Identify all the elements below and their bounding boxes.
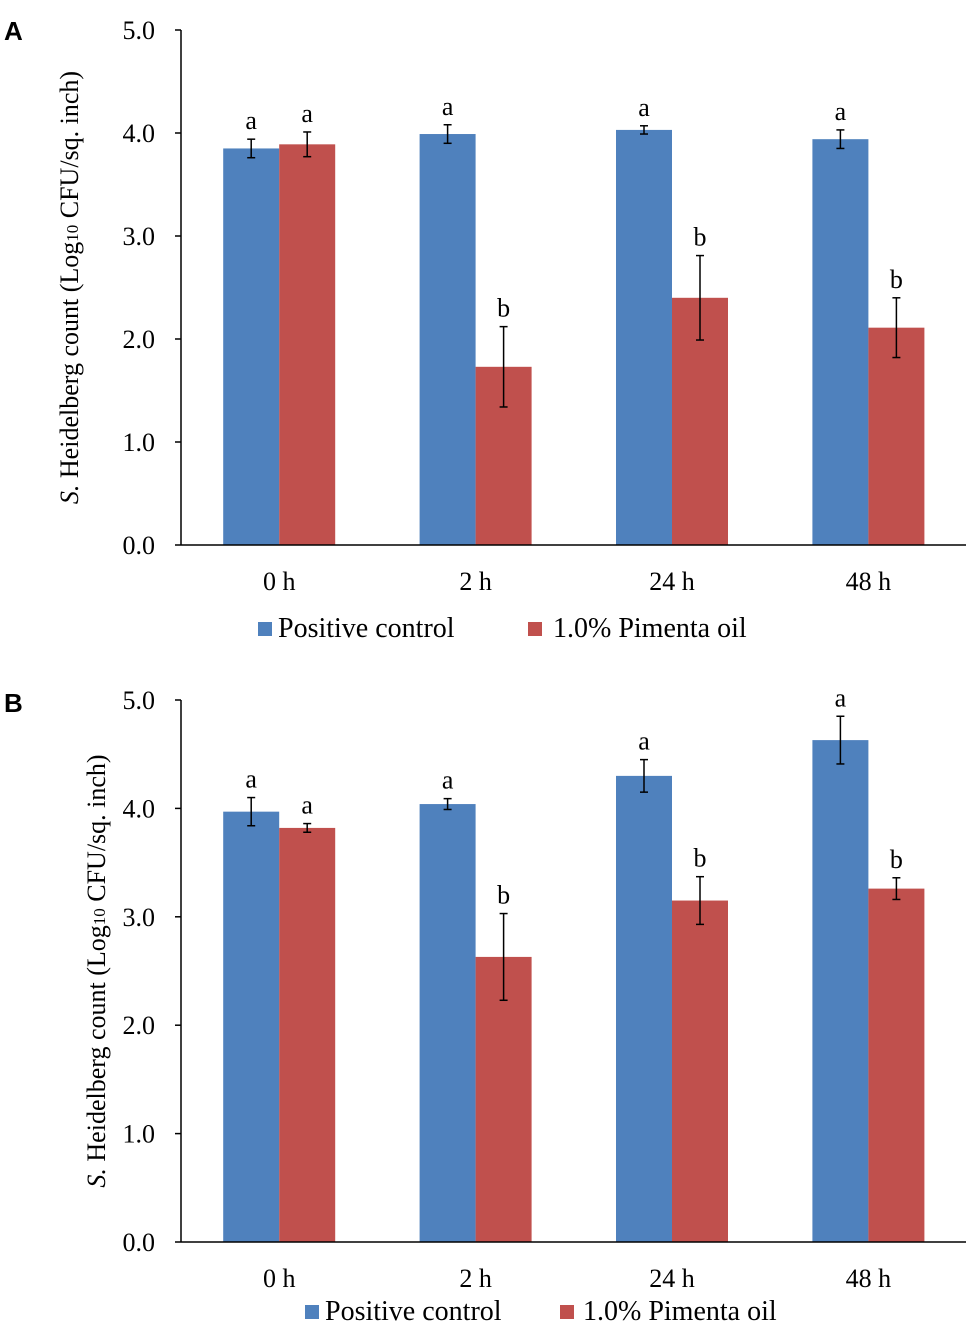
y-axis-label-italic: S. — [55, 485, 84, 505]
bar — [812, 740, 869, 1242]
panel-label: B — [4, 688, 23, 718]
y-tick-label: 5.0 — [123, 16, 156, 45]
legend-label: 1.0% Pimenta oil — [583, 1296, 777, 1327]
y-tick-label: 1.0 — [123, 428, 156, 457]
significance-letter: b — [694, 844, 707, 873]
bar — [223, 148, 280, 545]
significance-letter: a — [245, 106, 257, 135]
chart-panel-b: B 0.0 1.0 2.0 3.0 4.0 5.0 S. Heidelberg count (… — [4, 683, 966, 1327]
bar — [616, 129, 672, 545]
bar — [672, 900, 728, 1242]
y-axis-label: S. Heidelberg count (Log10 CFU/sq. inch) — [82, 754, 111, 1187]
significance-letter: a — [442, 766, 454, 795]
y-tick-label: 4.0 — [123, 119, 156, 148]
bar — [868, 327, 925, 545]
x-tick-label: 2 h — [459, 1264, 492, 1293]
significance-letter: a — [638, 727, 650, 756]
y-tick-label: 0.0 — [123, 531, 156, 560]
x-tick-label: 0 h — [263, 1264, 296, 1293]
y-tick-label: 0.0 — [123, 1228, 156, 1257]
legend-label: 1.0% Pimenta oil — [553, 613, 747, 644]
y-axis-label-text-end: CFU/sq. inch) — [82, 754, 111, 908]
bar — [419, 804, 476, 1242]
y-axis-label-subscript: 10 — [63, 225, 82, 242]
legend-label: Positive control — [278, 613, 455, 644]
bar — [868, 888, 925, 1242]
significance-letter: a — [835, 97, 847, 126]
x-tick-label: 2 h — [459, 567, 492, 596]
y-tick-label: 2.0 — [123, 1011, 156, 1040]
x-tick-label: 48 h — [846, 1264, 892, 1293]
significance-letter: b — [890, 265, 903, 294]
legend-swatch — [305, 1305, 319, 1319]
y-tick-label: 2.0 — [123, 325, 156, 354]
significance-letter: b — [694, 223, 707, 252]
y-tick-label: 4.0 — [123, 794, 156, 823]
y-tick-label: 3.0 — [123, 903, 156, 932]
legend-swatch — [258, 622, 272, 636]
bar — [419, 134, 476, 545]
x-tick-label: 24 h — [649, 567, 695, 596]
y-axis-label-text: Heidelberg count (Log — [55, 242, 84, 485]
significance-letter: a — [301, 99, 313, 128]
x-tick-label: 48 h — [846, 567, 892, 596]
significance-letter: a — [245, 765, 257, 794]
significance-letter: b — [497, 881, 510, 910]
x-tick-label: 0 h — [263, 567, 296, 596]
x-tick-label: 24 h — [649, 1264, 695, 1293]
legend-label: Positive control — [325, 1296, 502, 1327]
significance-letter: a — [301, 791, 313, 820]
y-axis-label-subscript: 10 — [90, 908, 109, 925]
legend-swatch — [528, 622, 542, 636]
bar — [223, 811, 280, 1242]
y-tick-label: 5.0 — [123, 686, 156, 715]
significance-letter: a — [638, 93, 650, 122]
y-axis-label-text: Heidelberg count (Log — [82, 925, 111, 1168]
significance-letter: b — [497, 294, 510, 323]
significance-letter: a — [835, 683, 847, 712]
y-axis-label-italic: S. — [82, 1168, 111, 1188]
legend-swatch — [560, 1305, 574, 1319]
bar — [279, 144, 336, 545]
chart-panel-a: A 0.0 1.0 2.0 3.0 4.0 5.0 S. Heidelberg count (… — [4, 16, 966, 644]
bar — [279, 827, 336, 1242]
bar — [812, 139, 869, 545]
bar — [616, 775, 672, 1242]
y-axis-label: S. Heidelberg count (Log10 CFU/sq. inch) — [55, 71, 84, 504]
y-axis-label-text-end: CFU/sq. inch) — [55, 71, 84, 225]
y-tick-label: 3.0 — [123, 222, 156, 251]
significance-letter: a — [442, 92, 454, 121]
bar — [475, 956, 532, 1242]
significance-letter: b — [890, 845, 903, 874]
y-tick-label: 1.0 — [123, 1120, 156, 1149]
panel-label: A — [4, 16, 23, 46]
